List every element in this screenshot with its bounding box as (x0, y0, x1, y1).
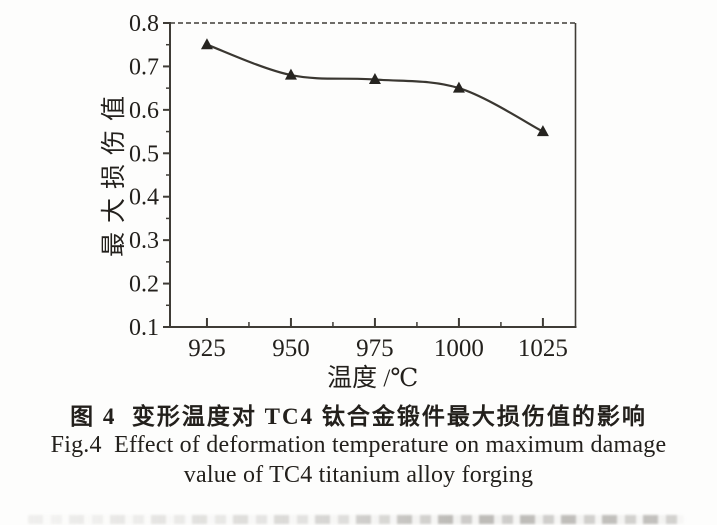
figure-caption-chinese: 图 4 变形温度对 TC4 钛合金锻件最大损伤值的影响 (70, 404, 647, 429)
y-tick-label: 0.6 (129, 98, 159, 124)
y-tick-label: 0.3 (129, 228, 159, 254)
figure-caption-english-line2: value of TC4 titanium alloy forging (183, 462, 534, 488)
line-chart: 0.1 0.2 0.3 0.4 0.5 0.6 0.7 0.8 925 950 975 1000 102… (100, 11, 577, 392)
x-axis-title: 温度 /℃ (327, 364, 418, 392)
data-curve (206, 43, 544, 133)
data-point-marker (200, 38, 213, 50)
y-axis-title: 最大损伤值 (100, 87, 128, 257)
data-point-marker (284, 68, 297, 80)
cropped-next-text-line (28, 515, 684, 524)
y-tick-label: 0.5 (129, 141, 159, 167)
y-tick-label: 0.8 (129, 11, 159, 37)
y-tick-label: 0.1 (129, 315, 159, 341)
y-tick-label: 0.4 (129, 185, 159, 211)
y-tick-label: 0.2 (129, 272, 159, 298)
data-point-marker (452, 81, 465, 93)
data-point-marker (368, 72, 381, 84)
x-tick-label: 950 (272, 335, 310, 362)
x-tick-label: 925 (188, 335, 226, 362)
y-tick-label: 0.7 (129, 54, 159, 80)
x-tick-label: 1000 (434, 335, 484, 362)
x-tick-label: 975 (356, 335, 394, 362)
data-point-marker (536, 125, 549, 137)
figure-caption-english-line1: Fig.4 Effect of deformation temperature … (50, 432, 667, 458)
x-tick-label: 1025 (518, 335, 568, 362)
